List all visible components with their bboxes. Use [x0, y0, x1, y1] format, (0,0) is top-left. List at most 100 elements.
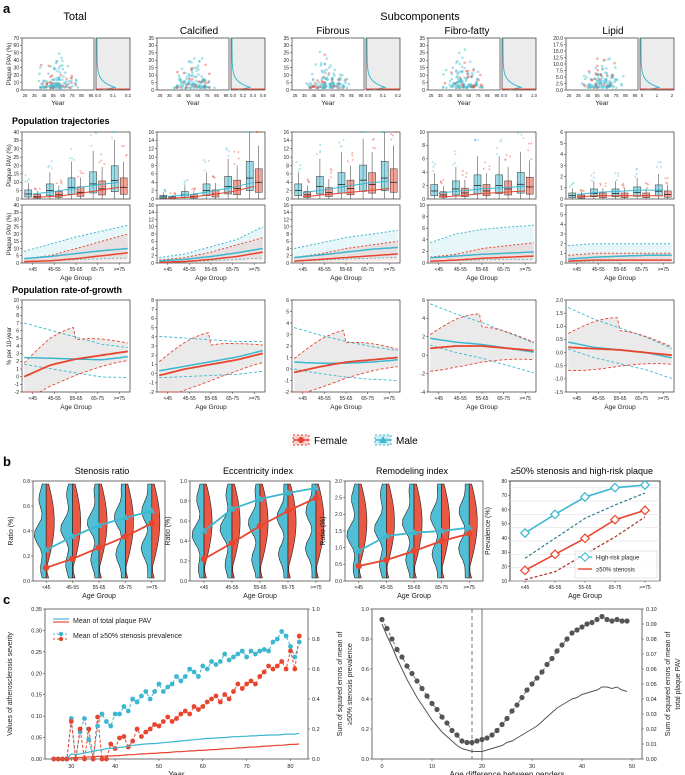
box-outlier	[164, 190, 167, 193]
c-left-red-dot	[174, 716, 179, 721]
scatter-point	[208, 86, 211, 89]
scatter-point	[469, 85, 473, 89]
box-outlier	[316, 153, 319, 156]
growth-x-tick-label: <45	[573, 396, 582, 402]
growth-y-tick-label: -1.5	[554, 390, 563, 396]
hist-x-tick-label: 0.4	[250, 93, 257, 98]
scatter-point	[193, 66, 196, 70]
scatter-point	[461, 85, 465, 89]
scatter-x-tick-label: 95	[89, 93, 94, 98]
traj-x-tick-label: <45	[29, 267, 38, 273]
scatter-point	[203, 86, 207, 90]
scatter-point	[329, 85, 333, 89]
box-iqr	[473, 174, 482, 194]
scatter-x-tick-label: 65	[60, 93, 65, 98]
scatter-point	[316, 79, 319, 82]
traj-x-tick-label: <45	[164, 267, 173, 273]
c-left-blue-dot	[187, 666, 193, 672]
c-left-ytick-label: 0.20	[31, 671, 42, 677]
scatter-point	[338, 73, 342, 77]
scatter-point	[58, 86, 62, 90]
growth-y-tick-label: -2	[285, 390, 290, 396]
scatter-point	[38, 66, 42, 69]
box-iqr	[495, 174, 503, 194]
scatter-point	[324, 77, 328, 80]
box-outlier	[617, 172, 620, 175]
scatter-point	[181, 84, 185, 88]
scatter-point	[467, 84, 471, 87]
total-title: Total	[63, 11, 86, 23]
b-prev-stenosis-marker	[519, 565, 531, 576]
box-outlier	[488, 168, 491, 171]
scatter-point	[342, 85, 346, 88]
box-y-tick-label: 4	[286, 180, 289, 186]
scatter-point	[314, 63, 318, 66]
scatter-point	[68, 86, 72, 90]
row3-xlabel: Age Group	[60, 275, 92, 282]
box-outlier	[483, 161, 486, 164]
scatter-point	[614, 78, 617, 82]
scatter-point	[594, 85, 598, 88]
hist-frame-Total	[95, 37, 131, 91]
scatter-point	[54, 61, 58, 65]
traj-y-tick-label: 10	[148, 225, 154, 231]
box-outlier	[50, 160, 53, 163]
hist-x-tick-label: 0.0	[95, 93, 102, 98]
violin-female	[287, 483, 297, 579]
growth-y-tick-label: 2	[151, 353, 154, 359]
scatter-point	[321, 76, 325, 80]
scatter-point	[320, 79, 324, 83]
scatter-point	[43, 85, 47, 88]
scatter-x-tick-label: 35	[576, 93, 581, 98]
c-left-blue-dot	[156, 681, 162, 687]
box-outlier	[431, 161, 434, 164]
b-xlabel: Age Group	[243, 593, 277, 600]
scatter-point	[64, 85, 67, 89]
scatter-point	[202, 77, 205, 81]
scatter-point	[195, 66, 199, 69]
scatter-point	[451, 85, 454, 88]
scatter-point	[337, 78, 340, 82]
scatter-point	[176, 83, 179, 87]
scatter-x-tick-label: 25	[158, 93, 163, 98]
c-right-ytick-right-label: 0.07	[646, 652, 657, 658]
scatter-point	[56, 84, 60, 87]
b-ylabel-ratio: Ratio (%)	[320, 516, 327, 545]
scatter-point	[51, 78, 54, 82]
scatter-point	[331, 81, 334, 84]
c-right-dot	[499, 721, 505, 728]
hist-x-tick-label: 0.1	[380, 93, 387, 98]
scatter-point	[39, 86, 42, 89]
scatter-y-tick-label: 35	[419, 36, 425, 42]
scatter-point	[176, 86, 179, 89]
box-outlier	[125, 154, 128, 157]
scatter-point	[600, 64, 604, 68]
b-female-marker	[466, 530, 473, 537]
scatter-point	[332, 84, 336, 87]
scatter-point	[172, 86, 176, 90]
traj-y-tick-label: 4	[560, 222, 563, 228]
scatter-point	[66, 64, 70, 68]
box-iqr	[525, 177, 534, 195]
scatter-point	[441, 86, 445, 89]
c-left-blue-dot	[244, 654, 250, 660]
row2-title: Population trajectories	[12, 116, 110, 126]
traj-x-tick-label: 45-55	[48, 267, 61, 273]
box-outlier	[604, 185, 607, 188]
growth-y-tick-label: 2	[422, 335, 425, 341]
scatter-point	[178, 78, 181, 82]
traj-x-tick-label: 65-75	[497, 267, 510, 273]
c-left-blue-dot	[103, 719, 109, 724]
c-right-dot	[529, 681, 535, 687]
scatter-point	[39, 85, 42, 89]
column-title-lipid: Lipid	[602, 26, 623, 37]
scatter-point	[190, 85, 193, 88]
scatter-point	[200, 84, 204, 88]
scatter-point	[452, 81, 455, 85]
scatter-point	[476, 77, 480, 81]
box-iqr	[430, 184, 439, 197]
c-left-red-dot	[235, 681, 241, 687]
c-left-blue-dot	[152, 689, 157, 694]
scatter-point	[45, 82, 49, 86]
scatter-point	[344, 78, 347, 81]
